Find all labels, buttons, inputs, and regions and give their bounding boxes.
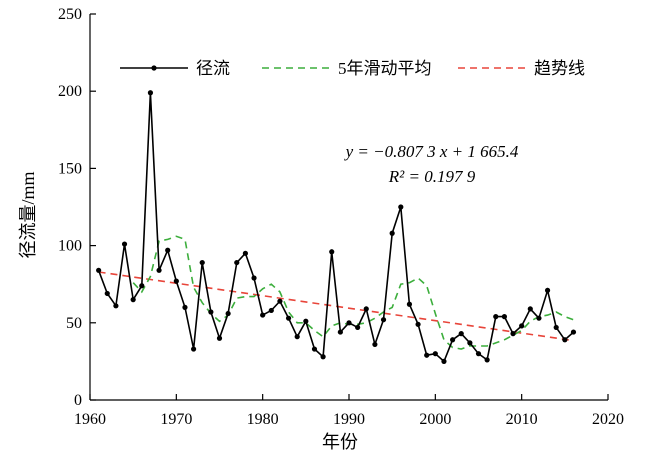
- runoff-point: [216, 335, 223, 341]
- legend-marker: [151, 65, 157, 71]
- runoff-point: [147, 90, 154, 96]
- r-squared-label: R² = 0.197 9: [388, 167, 476, 186]
- runoff-point: [424, 352, 430, 358]
- axes: 0 50 100 150 200 250 1960 1970 1980 1990 2000 2010 2…: [58, 6, 624, 428]
- series-line-0: [97, 92, 575, 363]
- x-tick-label: 2000: [419, 411, 451, 428]
- regression-equation: y = −0.807 3 x + 1 665.4: [344, 142, 519, 161]
- runoff-point: [277, 298, 283, 304]
- runoff-point: [121, 241, 128, 247]
- y-tick-label: 50: [66, 315, 82, 332]
- runoff-point: [113, 303, 119, 309]
- runoff-point: [493, 314, 499, 320]
- legend-label-2: 趋势线: [534, 59, 585, 78]
- runoff-point: [450, 337, 456, 343]
- y-axis-title: 径流量/mm: [18, 171, 38, 258]
- legend-label-1: 5年滑动平均: [338, 59, 432, 78]
- runoff-point: [467, 340, 473, 346]
- runoff-point: [527, 306, 533, 312]
- x-tick-label: 1970: [160, 411, 192, 428]
- y-tick-label: 150: [58, 160, 82, 177]
- x-tick-label: 2020: [592, 411, 624, 428]
- runoff-point: [536, 315, 542, 321]
- runoff-point: [208, 309, 214, 315]
- runoff-point: [484, 357, 490, 363]
- runoff-point: [363, 306, 369, 312]
- runoff-point: [199, 259, 205, 266]
- runoff-point: [234, 259, 240, 266]
- runoff-point: [337, 329, 343, 335]
- runoff-point: [96, 267, 102, 273]
- runoff-point: [260, 312, 266, 318]
- runoff-point: [406, 301, 413, 307]
- legend-label-0: 径流: [196, 59, 230, 78]
- runoff-point: [415, 321, 421, 327]
- x-tick-label: 2010: [506, 411, 538, 428]
- runoff-point: [458, 331, 464, 337]
- runoff-point: [311, 346, 318, 352]
- runoff-point: [510, 331, 516, 337]
- runoff-point: [225, 310, 231, 317]
- legend: 径流 5年滑动平均 趋势线: [120, 59, 585, 78]
- x-tick-label: 1990: [333, 411, 365, 428]
- runoff-point: [380, 317, 387, 323]
- x-axis-title: 年份: [322, 432, 358, 452]
- runoff-point: [130, 297, 136, 303]
- y-tick-label: 200: [58, 83, 82, 100]
- runoff-point: [570, 329, 577, 335]
- runoff-point: [389, 230, 395, 236]
- runoff-point: [191, 346, 197, 352]
- runoff-point: [501, 314, 507, 320]
- series-layer: [96, 90, 577, 364]
- y-tick-label: 100: [58, 238, 82, 255]
- runoff-point: [139, 283, 145, 289]
- runoff-point: [562, 337, 568, 343]
- runoff-point: [553, 324, 559, 331]
- annotations: y = −0.807 3 x + 1 665.4 R² = 0.197 9: [344, 142, 519, 186]
- x-tick-label: 1960: [74, 411, 106, 428]
- runoff-point: [303, 318, 309, 324]
- runoff-point: [544, 287, 551, 293]
- runoff-point: [355, 324, 361, 331]
- runoff-point: [441, 358, 447, 364]
- runoff-point: [156, 267, 162, 273]
- runoff-point: [519, 323, 525, 329]
- runoff-point: [294, 334, 300, 340]
- runoff-point: [432, 351, 438, 357]
- runoff-point: [165, 247, 171, 253]
- runoff-point: [104, 290, 110, 297]
- runoff-point: [346, 320, 352, 326]
- runoff-point: [182, 304, 188, 310]
- runoff-point: [242, 250, 248, 256]
- runoff-point: [173, 278, 179, 284]
- runoff-point: [372, 341, 378, 348]
- runoff-point: [285, 315, 292, 321]
- runoff-point: [398, 204, 404, 210]
- y-tick-label: 250: [58, 6, 82, 23]
- series-line-2: [98, 271, 574, 342]
- y-tick-label: 0: [74, 392, 82, 409]
- runoff-point: [251, 275, 257, 281]
- x-tick-label: 1980: [247, 411, 279, 428]
- runoff-point: [329, 249, 335, 255]
- runoff-point: [320, 354, 326, 360]
- runoff-point: [268, 307, 274, 314]
- runoff-point: [475, 351, 482, 357]
